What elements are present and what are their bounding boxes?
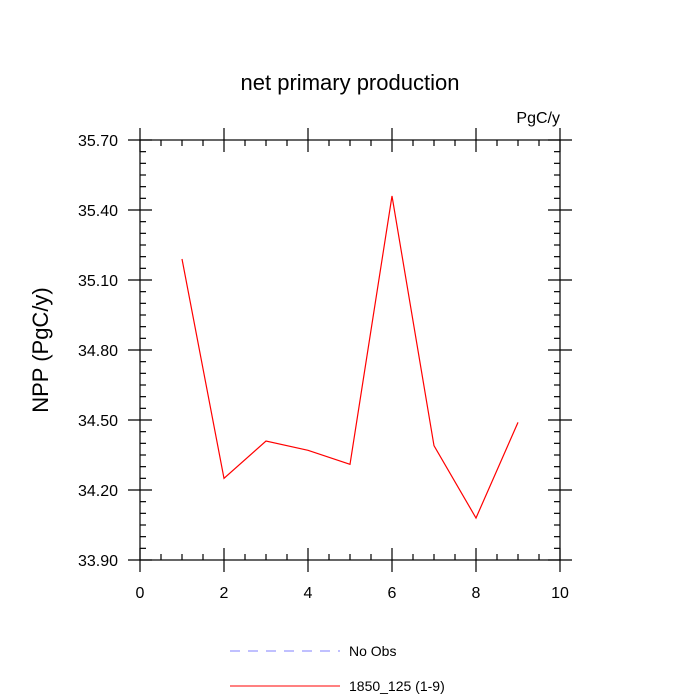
- x-tick-label: 6: [388, 585, 397, 602]
- y-tick-label: 34.80: [78, 343, 118, 360]
- units-label: PgC/y: [516, 110, 560, 127]
- series-line: [181, 195, 519, 520]
- series-group: [181, 195, 519, 520]
- major-ticks: [128, 128, 572, 572]
- y-tick-label: 33.90: [78, 553, 118, 570]
- x-tick-label: 8: [472, 585, 481, 602]
- x-tick-label: 0: [136, 585, 145, 602]
- y-tick-label: 35.40: [78, 203, 118, 220]
- y-tick-label: 34.20: [78, 483, 118, 500]
- x-tick-labels: 0 2 4 6 8 10: [136, 585, 569, 602]
- y-tick-label: 35.10: [78, 273, 118, 290]
- plot-frame: [139, 139, 561, 561]
- y-tick-label: 35.70: [78, 133, 118, 150]
- x-tick-label: 10: [551, 585, 569, 602]
- y-axis-label: NPP (PgC/y): [28, 287, 53, 413]
- chart-title: net primary production: [241, 70, 460, 95]
- legend: No Obs 1850_125 (1-9): [230, 643, 445, 694]
- y-tick-label: 34.50: [78, 413, 118, 430]
- legend-label: 1850_125 (1-9): [349, 678, 445, 694]
- minor-ticks: [140, 140, 560, 560]
- y-tick-labels: 33.90 34.20 34.50 34.80 35.10 35.40 35.70: [78, 133, 118, 570]
- legend-label: No Obs: [349, 643, 396, 659]
- x-tick-label: 4: [304, 585, 313, 602]
- x-tick-label: 2: [220, 585, 229, 602]
